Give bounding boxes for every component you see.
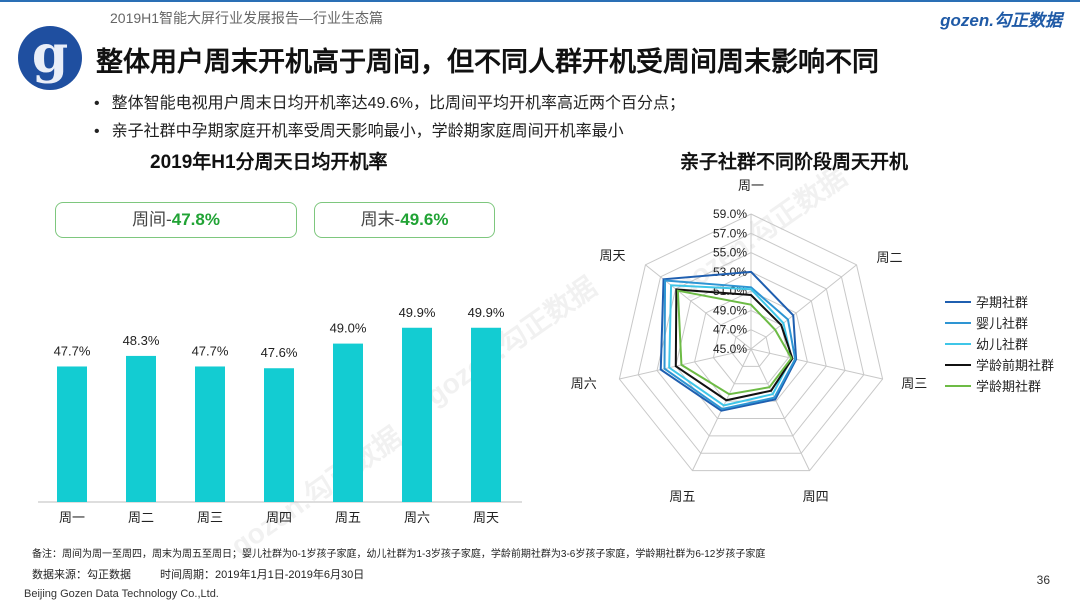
radar-grid-ring [675,271,827,420]
bar-category-label: 周五 [335,510,361,525]
radar-axis-label: 周三 [901,376,927,391]
bar-category-label: 周三 [197,510,223,525]
radar-tick-label: 53.0% [713,265,747,279]
radar-axis-label: 周二 [876,250,902,265]
bar-value-label: 47.6% [261,345,298,360]
bar-5 [333,343,363,502]
radar-chart: 45.0%47.0%49.0%51.0%53.0%55.0%57.0%59.0%… [571,178,1054,504]
page-number: 36 [1036,573,1050,587]
legend-label: 孕期社群 [976,295,1028,310]
brand-cn: 勾正数据 [994,11,1062,30]
bullet-2: 亲子社群中孕期家庭开机率受周天影响最小，学龄期家庭周间开机率最小 [94,117,624,141]
page-title: 整体用户周末开机高于周间，但不同人群开机受周间周末影响不同 [96,47,879,77]
bar-7 [471,327,501,502]
radar-series-2 [663,279,797,411]
radar-grid-ring [656,252,846,437]
radar-series-5 [676,289,793,396]
gozen-logo-icon: g [18,26,82,90]
radar-axis-label: 周一 [738,178,764,193]
legend-label: 幼儿社群 [976,337,1028,352]
weekday-value: 47.8% [171,210,220,229]
time-period: 时间周期：2019年1月1日-2019年6月30日 [160,569,365,581]
bar-6 [402,327,432,502]
weekday-label: 周间- [132,210,172,229]
radar-axis-label: 周六 [571,376,597,391]
bullet-1: 整体智能电视用户周末日均开机率达49.6%，比周间平均开机率高近两个百分点； [94,89,685,113]
radar-axis-label: 周四 [803,489,829,504]
bar-value-label: 48.3% [123,333,160,348]
radar-tick-label: 57.0% [713,226,747,240]
radar-spoke [619,348,752,380]
top-rule [0,0,1080,2]
bar-chart-title: 2019年H1分周天日均开机率 [150,152,388,173]
radar-tick-label: 59.0% [713,207,747,221]
radar-grid-ring [694,290,808,402]
legend-label: 学龄前期社群 [976,358,1054,373]
bar-category-label: 周六 [404,510,430,525]
company-name: Beijing Gozen Data Technology Co.,Ltd. [24,588,219,600]
data-source: 数据来源：勾正数据 [32,569,131,581]
bar-category-label: 周四 [266,510,292,525]
radar-axis-label: 周五 [669,489,695,504]
radar-grid-ring [637,232,865,454]
weekend-value: 49.6% [400,210,449,229]
radar-series-4 [674,288,794,402]
radar-grid-ring [618,213,884,472]
bar-4 [264,368,294,502]
weekday-average-box: 周间-47.8% [55,202,297,238]
bar-category-label: 周天 [473,510,499,525]
bar-3 [195,366,225,502]
radar-series-1 [659,270,798,412]
bar-value-label: 49.0% [330,321,367,336]
report-title: 2019H1智能大屏行业发展报告—行业生态篇 [110,10,384,26]
bar-1 [57,366,87,502]
footnote: 备注：周间为周一至周四，周末为周五至周日；婴儿社群为0-1岁孩子家庭，幼儿社群为… [32,549,766,560]
bar-category-label: 周一 [59,510,85,525]
radar-chart-title: 亲子社群不同阶段周天开机 [680,152,909,173]
bar-value-label: 47.7% [192,343,229,358]
legend-label: 学龄期社群 [976,379,1041,394]
bar-category-label: 周二 [128,510,154,525]
legend-label: 婴儿社群 [976,316,1028,331]
radar-grid-ring [731,329,771,367]
radar-tick-label: 49.0% [713,303,747,317]
radar-spoke [750,348,883,380]
bar-value-label: 47.7% [54,343,91,358]
weekend-average-box: 周末-49.6% [314,202,495,238]
bar-chart: 47.7% 周一 48.3% 周二 47.7% 周三 47.6% 周四 49.0% 周五 49.9%… [38,305,522,525]
brand-logo: gozen.勾正数据 [940,6,1062,31]
bar-2 [126,355,156,502]
radar-spoke [750,348,811,471]
bar-value-label: 49.9% [399,305,436,320]
brand-main: gozen. [940,11,994,30]
radar-spoke [750,264,857,350]
radar-tick-label: 55.0% [713,246,747,260]
weekend-label: 周末- [360,210,401,229]
radar-tick-label: 47.0% [713,323,747,337]
bar-value-label: 49.9% [468,305,505,320]
radar-tick-label: 45.0% [713,342,747,356]
radar-axis-label: 周天 [599,248,625,263]
radar-series-3 [668,284,793,407]
